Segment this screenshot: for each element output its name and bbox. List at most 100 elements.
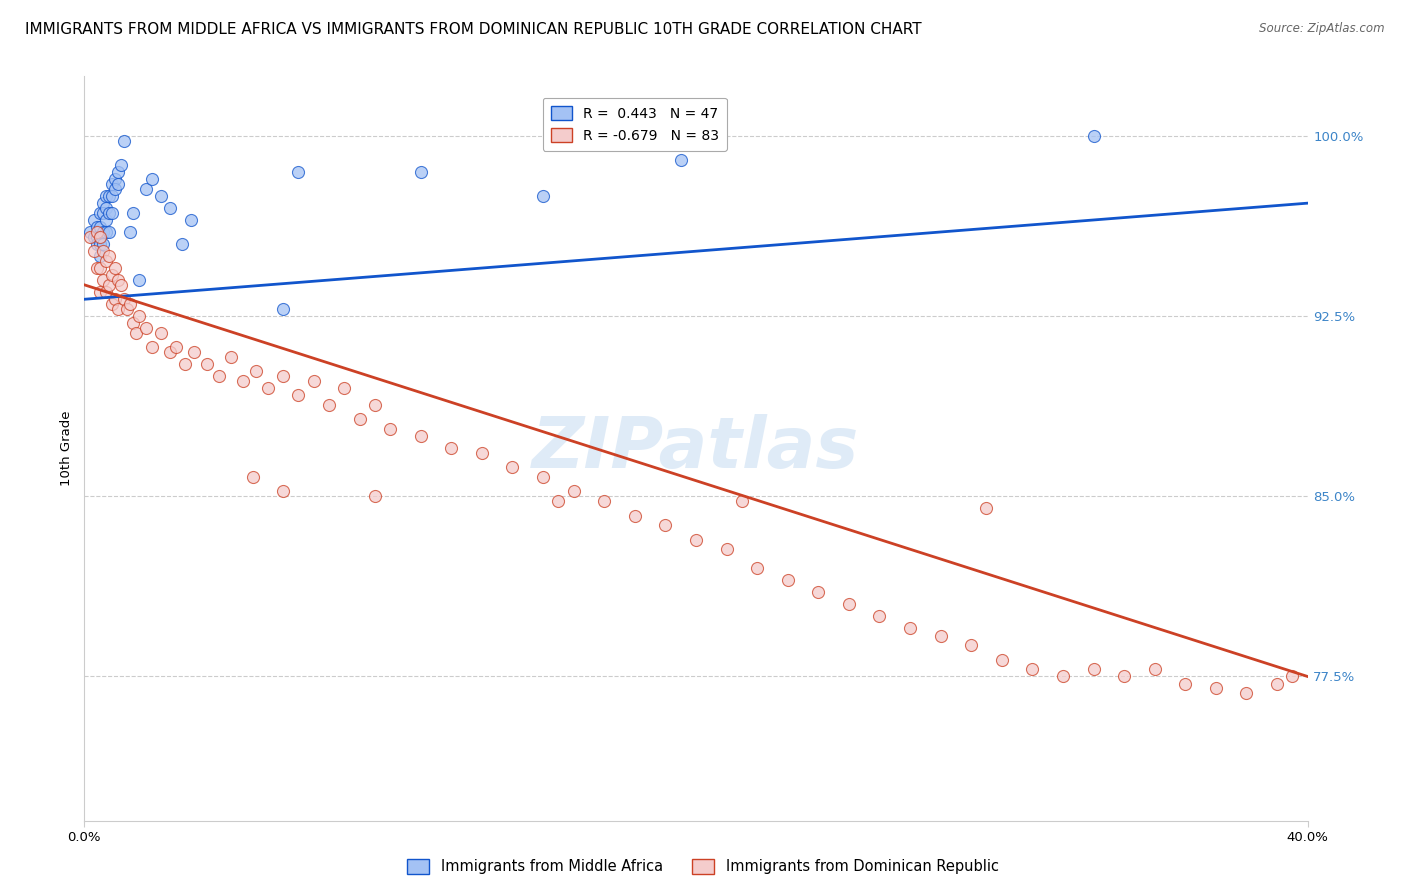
Point	[531, 470, 554, 484]
Point	[89, 237, 111, 252]
Point	[869, 609, 891, 624]
Point	[245, 364, 267, 378]
Point	[257, 381, 280, 395]
Point	[409, 165, 432, 179]
Point	[107, 165, 129, 179]
Point	[97, 189, 120, 203]
Point	[271, 484, 294, 499]
Point	[89, 285, 111, 299]
Point	[89, 229, 111, 244]
Point	[364, 489, 387, 503]
Point	[287, 165, 309, 179]
Point	[232, 374, 254, 388]
Point	[1021, 662, 1043, 676]
Legend: Immigrants from Middle Africa, Immigrants from Dominican Republic: Immigrants from Middle Africa, Immigrant…	[402, 853, 1004, 880]
Point	[97, 277, 120, 292]
Point	[172, 237, 194, 252]
Point	[1083, 128, 1105, 143]
Point	[502, 460, 524, 475]
Point	[89, 229, 111, 244]
Point	[318, 398, 340, 412]
Point	[135, 321, 157, 335]
Point	[86, 220, 108, 235]
Point	[83, 229, 105, 244]
Point	[104, 182, 127, 196]
Point	[174, 357, 197, 371]
Point	[110, 158, 132, 172]
Point	[128, 273, 150, 287]
Point	[159, 201, 181, 215]
Point	[115, 301, 138, 316]
Point	[593, 494, 616, 508]
Point	[149, 326, 172, 340]
Point	[271, 301, 294, 316]
Point	[89, 206, 111, 220]
Point	[165, 340, 187, 354]
Point	[101, 189, 124, 203]
Point	[79, 229, 101, 244]
Point	[104, 292, 127, 306]
Point	[685, 533, 707, 547]
Point	[1205, 681, 1227, 696]
Point	[125, 326, 148, 340]
Point	[471, 446, 494, 460]
Point	[976, 501, 998, 516]
Legend: R =  0.443   N = 47, R = -0.679   N = 83: R = 0.443 N = 47, R = -0.679 N = 83	[543, 97, 727, 151]
Text: ZIPatlas: ZIPatlas	[533, 414, 859, 483]
Point	[94, 253, 117, 268]
Point	[547, 494, 569, 508]
Point	[141, 172, 163, 186]
Point	[1083, 662, 1105, 676]
Point	[991, 653, 1014, 667]
Point	[654, 518, 676, 533]
Point	[104, 260, 127, 275]
Point	[1281, 669, 1303, 683]
Point	[1114, 669, 1136, 683]
Point	[219, 350, 242, 364]
Point	[1052, 669, 1074, 683]
Point	[180, 213, 202, 227]
Point	[94, 201, 117, 215]
Y-axis label: 10th Grade: 10th Grade	[60, 410, 73, 486]
Point	[97, 206, 120, 220]
Point	[89, 220, 111, 235]
Point	[91, 206, 114, 220]
Point	[716, 542, 738, 557]
Text: IMMIGRANTS FROM MIDDLE AFRICA VS IMMIGRANTS FROM DOMINICAN REPUBLIC 10TH GRADE C: IMMIGRANTS FROM MIDDLE AFRICA VS IMMIGRA…	[25, 22, 922, 37]
Point	[624, 508, 647, 523]
Point	[208, 369, 231, 384]
Point	[685, 134, 707, 148]
Point	[302, 374, 325, 388]
Point	[409, 429, 432, 443]
Point	[128, 309, 150, 323]
Point	[101, 297, 124, 311]
Point	[1265, 676, 1288, 690]
Point	[101, 268, 124, 283]
Point	[91, 196, 114, 211]
Point	[86, 260, 108, 275]
Point	[747, 561, 769, 575]
Point	[183, 345, 205, 359]
Point	[91, 237, 114, 252]
Point	[807, 585, 830, 599]
Point	[94, 189, 117, 203]
Point	[101, 206, 124, 220]
Point	[107, 301, 129, 316]
Point	[135, 182, 157, 196]
Point	[669, 153, 692, 167]
Point	[110, 277, 132, 292]
Point	[83, 213, 105, 227]
Point	[91, 273, 114, 287]
Point	[94, 225, 117, 239]
Point	[122, 316, 145, 330]
Point	[838, 598, 860, 612]
Point	[149, 189, 172, 203]
Point	[141, 340, 163, 354]
Point	[562, 484, 585, 499]
Point	[349, 412, 371, 426]
Point	[94, 285, 117, 299]
Point	[86, 225, 108, 239]
Point	[94, 213, 117, 227]
Point	[195, 357, 218, 371]
Point	[107, 273, 129, 287]
